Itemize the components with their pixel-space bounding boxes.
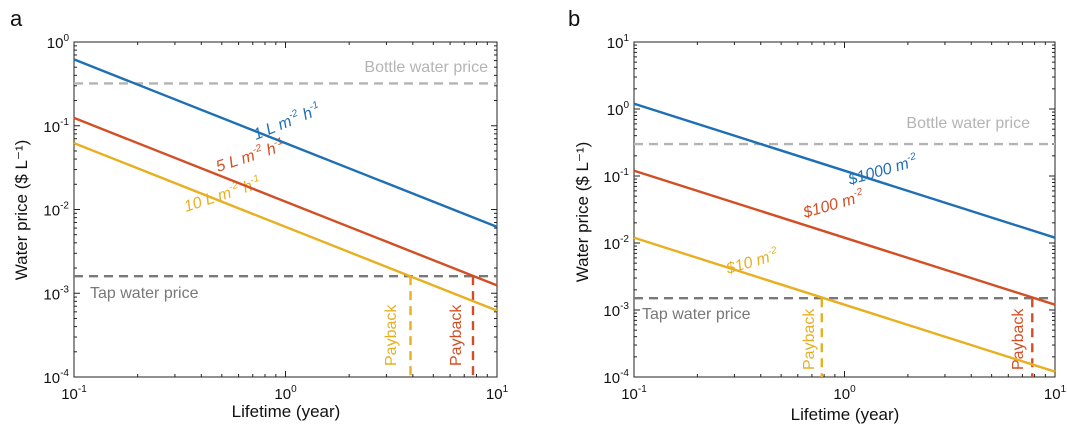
y-tick-label: 100: [607, 100, 630, 119]
series-label-a-0: 1 L m-2 h-1: [250, 100, 323, 144]
ref-label-a-tap: Tap water price: [90, 285, 199, 302]
payback-label-b-1: Payback: [1010, 308, 1027, 370]
y-tick-label: 10-3: [43, 284, 69, 303]
svg-text:5 L m-2 h-1: 5 L m-2 h-1: [213, 136, 286, 176]
series-line-0: [633, 102, 1056, 239]
x-tick-label: 100: [833, 384, 856, 403]
series-line-2: [73, 141, 498, 312]
y-tick-label: 10-2: [603, 234, 629, 253]
svg-text:Payback: Payback: [448, 304, 465, 366]
panel-b: b Water price ($ L⁻¹) Lifetime (year) $1…: [568, 6, 1067, 424]
series-line-2: [633, 236, 1056, 373]
y-tick-label: 10-3: [603, 301, 629, 320]
ref-label-a-bottle: Bottle water price: [364, 59, 488, 76]
panel-letter-b: b: [568, 6, 580, 31]
ref-label-b-bottle: Bottle water price: [906, 115, 1030, 132]
x-tick-label: 10-1: [621, 384, 647, 403]
x-tick-label: 101: [1044, 384, 1067, 403]
svg-text:10 L m-2 h-1: 10 L m-2 h-1: [181, 173, 263, 216]
y-tick-label: 100: [47, 33, 70, 52]
x-axis-title-a: Lifetime (year): [232, 402, 341, 421]
payback-label-a-0: Payback: [383, 304, 400, 366]
panel-letter-a: a: [10, 6, 23, 31]
x-axis-title-b: Lifetime (year): [791, 405, 900, 424]
y-axis-title-a: Water price ($ L⁻¹): [12, 140, 31, 281]
svg-text:Water price ($ L⁻¹): Water price ($ L⁻¹): [12, 140, 31, 281]
x-tick-label: 100: [274, 384, 297, 403]
y-axis-title-b: Water price ($ L⁻¹): [573, 142, 592, 283]
series-line-1: [633, 169, 1056, 306]
x-tick-label: 10-1: [61, 384, 87, 403]
y-tick-label: 10-1: [43, 117, 69, 136]
y-tick-label: 10-1: [603, 167, 629, 186]
series-label-a-1: 5 L m-2 h-1: [213, 136, 286, 176]
svg-text:1 L m-2 h-1: 1 L m-2 h-1: [250, 100, 323, 144]
series-label-b-1: $100 m-2: [800, 186, 866, 222]
y-tick-label: 10-4: [43, 368, 69, 387]
svg-text:Payback: Payback: [801, 308, 818, 370]
svg-text:Water price ($ L⁻¹): Water price ($ L⁻¹): [573, 142, 592, 283]
series-line-1: [73, 116, 498, 287]
svg-text:$10 m-2: $10 m-2: [723, 245, 781, 278]
svg-text:$100 m-2: $100 m-2: [800, 186, 866, 222]
series-label-a-2: 10 L m-2 h-1: [181, 173, 263, 216]
x-tick-label: 101: [486, 384, 509, 403]
plot-frame-a: [73, 41, 498, 378]
y-tick-label: 10-4: [603, 368, 629, 387]
svg-text:Payback: Payback: [1010, 308, 1027, 370]
payback-label-b-0: Payback: [801, 308, 818, 370]
y-tick-label: 101: [607, 33, 630, 52]
series-label-b-2: $10 m-2: [723, 245, 781, 278]
series-line-0: [73, 58, 498, 229]
ref-label-b-tap: Tap water price: [642, 306, 751, 323]
y-tick-label: 10-2: [43, 201, 69, 220]
payback-label-a-1: Payback: [448, 304, 465, 366]
svg-text:Payback: Payback: [383, 304, 400, 366]
panel-a: a Water price ($ L⁻¹) Lifetime (year) 1 …: [10, 6, 509, 421]
